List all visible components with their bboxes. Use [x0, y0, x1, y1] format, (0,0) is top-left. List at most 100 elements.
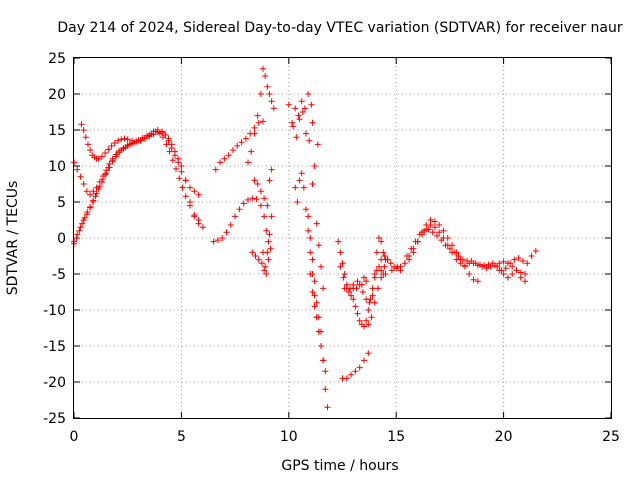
data-point: [210, 238, 217, 245]
data-point: [341, 285, 348, 292]
data-point: [345, 289, 352, 295]
data-points: [71, 65, 539, 411]
data-point: [356, 364, 363, 371]
data-point: [509, 271, 516, 277]
data-point: [249, 195, 256, 202]
data-point: [517, 269, 524, 276]
data-point: [302, 206, 309, 213]
data-point: [267, 245, 274, 252]
data-point: [504, 274, 511, 281]
data-point: [416, 231, 423, 238]
data-point: [358, 281, 365, 288]
data-point: [152, 128, 159, 135]
data-point: [290, 123, 297, 130]
data-point: [348, 292, 355, 299]
data-point: [381, 263, 388, 270]
data-point: [356, 317, 363, 324]
data-point: [175, 159, 182, 166]
data-point: [294, 199, 301, 205]
data-point: [381, 253, 388, 259]
data-point: [378, 274, 385, 281]
data-point: [95, 186, 102, 193]
data-point: [191, 211, 198, 218]
data-point: [423, 222, 430, 229]
data-point: [522, 271, 529, 277]
data-point: [102, 150, 109, 157]
data-point: [307, 249, 314, 256]
data-point: [133, 138, 140, 145]
data-point: [302, 130, 309, 137]
data-point: [163, 141, 170, 148]
data-point: [76, 227, 83, 234]
data-point: [293, 134, 300, 141]
y-tick-label: 0: [57, 231, 66, 247]
data-point: [371, 299, 378, 306]
data-point: [378, 267, 385, 274]
data-point: [369, 292, 376, 299]
data-point: [299, 109, 306, 115]
data-point: [268, 166, 275, 173]
data-point: [182, 177, 189, 184]
data-point: [438, 237, 445, 244]
data-point: [186, 202, 193, 209]
data-point: [337, 249, 344, 256]
y-tick-label: 5: [57, 195, 66, 211]
data-point: [507, 260, 514, 267]
data-point: [214, 237, 221, 244]
data-point: [82, 134, 89, 141]
data-point: [348, 371, 355, 378]
data-point: [459, 256, 466, 263]
data-point: [387, 260, 394, 267]
data-point: [393, 265, 400, 272]
data-point: [253, 196, 260, 203]
data-point: [365, 307, 372, 313]
data-point: [449, 242, 456, 249]
data-point: [270, 105, 277, 112]
y-tick-label: 20: [48, 87, 66, 103]
x-tick-label: 5: [177, 429, 186, 445]
data-point: [74, 166, 81, 173]
data-point: [295, 112, 302, 119]
data-point: [489, 260, 496, 267]
data-point: [78, 121, 85, 128]
data-point: [83, 188, 90, 195]
data-point: [322, 386, 329, 393]
data-point: [268, 98, 275, 105]
data-point: [341, 271, 348, 277]
data-point: [311, 163, 318, 169]
data-point: [315, 328, 322, 335]
data-point: [98, 178, 105, 185]
data-point: [73, 235, 80, 241]
data-point: [350, 285, 357, 292]
data-point: [171, 152, 178, 159]
data-point: [455, 253, 462, 259]
data-point: [502, 265, 509, 272]
data-point: [289, 119, 296, 126]
data-point: [257, 202, 264, 209]
data-point: [301, 105, 308, 112]
x-tick-label: 10: [280, 429, 298, 445]
x-tick-label: 20: [495, 429, 513, 445]
data-point: [403, 253, 410, 259]
y-tick-label: -5: [52, 267, 66, 283]
data-point: [260, 118, 267, 125]
data-point: [234, 142, 241, 149]
data-point: [354, 278, 361, 285]
x-tick-label: 25: [602, 429, 620, 445]
data-point: [173, 165, 180, 172]
data-point: [165, 137, 172, 144]
chart-title: Day 214 of 2024, Sidereal Day-to-day VTE…: [57, 20, 623, 36]
data-point: [118, 147, 125, 154]
data-point: [122, 144, 129, 151]
data-point: [397, 263, 404, 270]
data-point: [160, 134, 167, 141]
data-point: [337, 263, 344, 270]
data-point: [308, 101, 315, 108]
data-point: [468, 258, 475, 265]
data-point: [261, 267, 268, 274]
data-point: [481, 262, 488, 269]
data-point: [307, 271, 314, 277]
grid-lines: [74, 58, 611, 418]
data-point: [427, 217, 434, 223]
data-point: [266, 91, 273, 97]
